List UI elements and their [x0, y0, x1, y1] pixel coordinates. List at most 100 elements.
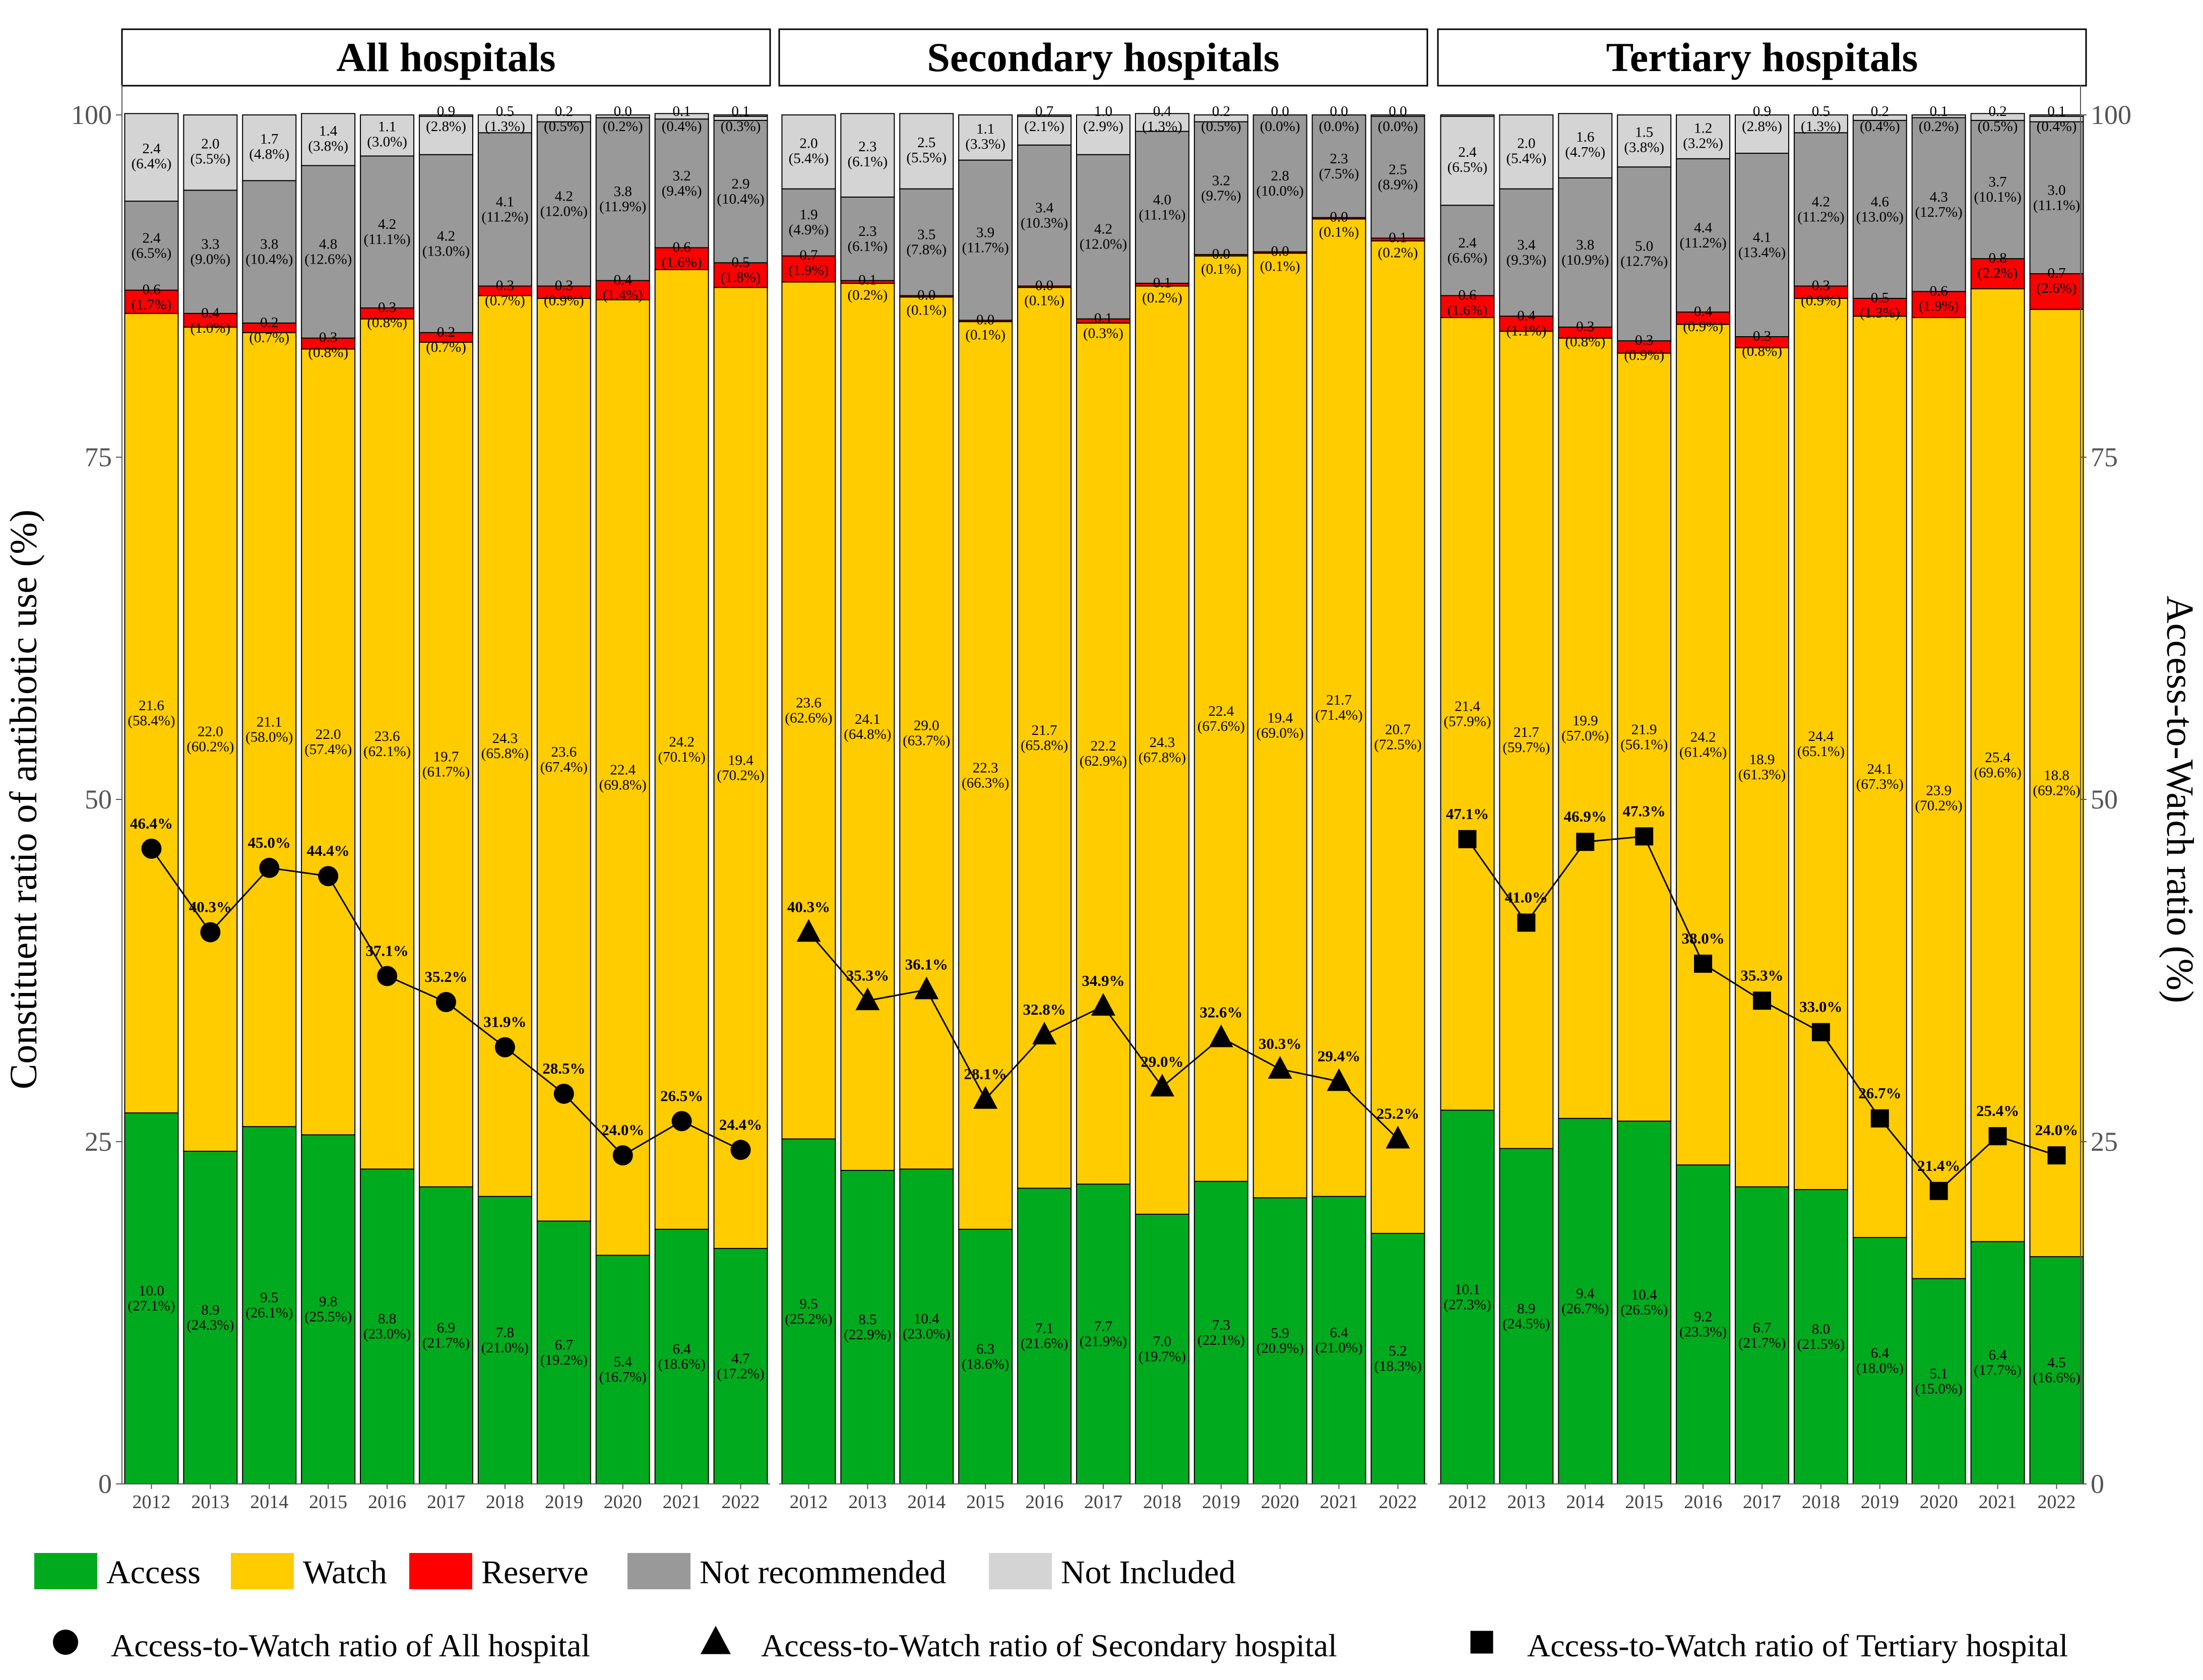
bar-not-included-2016	[360, 114, 415, 157]
label-not-recommended-2015: 3.9 (11.7%)	[962, 225, 1009, 256]
label-value: 1.2	[1694, 120, 1712, 136]
label-percent: (67.8%)	[1139, 750, 1186, 766]
label-percent: (26.1%)	[245, 1305, 293, 1321]
label-access-2017: 6.7 (21.7%)	[1738, 1320, 1786, 1351]
label-reserve-2017: 0.3 (0.8%)	[1742, 328, 1782, 359]
x-tick-label-2013: 2013	[848, 1491, 887, 1513]
bar-access-2016	[1017, 1188, 1072, 1484]
label-value: 0.2	[437, 324, 455, 340]
legend-swatch-reserve	[409, 1553, 472, 1589]
label-percent: (15.0%)	[1915, 1381, 1963, 1397]
bar-access-2019	[1193, 1180, 1248, 1484]
label-value: 21.7	[1326, 692, 1352, 708]
label-percent: (3.3%)	[965, 136, 1005, 152]
label-watch-2012: 21.4 (57.9%)	[1443, 698, 1491, 729]
label-percent: (0.3%)	[1083, 326, 1123, 342]
label-value: 3.7	[1989, 174, 2007, 190]
label-value: 0.0	[917, 287, 935, 303]
label-access-2018: 7.0 (19.7%)	[1139, 1333, 1186, 1364]
label-value: 21.1	[257, 714, 282, 730]
x-tick-label-2015: 2015	[966, 1491, 1004, 1513]
label-value: 3.0	[2047, 182, 2065, 198]
label-value: 4.7	[731, 1350, 749, 1366]
label-percent: (0.8%)	[1742, 343, 1782, 359]
label-access-2015: 9.8 (25.5%)	[304, 1294, 352, 1325]
label-not-included-2018: 0.5 (1.3%)	[1801, 103, 1841, 135]
label-value: 8.9	[1517, 1300, 1535, 1317]
label-percent: (11.7%)	[962, 240, 1009, 256]
bar-reserve-2012	[1440, 295, 1495, 318]
label-percent: (13.0%)	[1856, 209, 1904, 225]
bar-not-recommended-2017	[419, 154, 473, 333]
label-percent: (0.9%)	[1683, 319, 1723, 335]
label-percent: (0.1%)	[1319, 224, 1359, 240]
label-percent: (69.8%)	[599, 777, 647, 793]
bar-watch-2013	[1499, 331, 1554, 1149]
label-value: 3.8	[614, 183, 632, 200]
label-not-included-2013: 2.3 (6.1%)	[847, 139, 888, 170]
label-percent: (21.0%)	[481, 1340, 529, 1356]
label-not-included-2016: 1.2 (3.2%)	[1683, 120, 1723, 151]
label-not-included-2022: 0.1 (0.4%)	[2037, 103, 2077, 135]
label-value: 19.7	[433, 749, 459, 765]
ratio-marker-triangle-2022	[1386, 1126, 1410, 1149]
label-percent: (61.7%)	[422, 764, 470, 780]
bar-not-recommended-2022	[713, 119, 768, 264]
label-value: 2.4	[142, 141, 161, 157]
label-value: 2.4	[1458, 144, 1477, 160]
label-percent: (1.3%)	[485, 118, 525, 135]
label-reserve-2020: 0.0 (0.1%)	[1260, 243, 1300, 275]
label-not-included-2018: 0.5 (1.3%)	[485, 103, 525, 135]
x-tick-label-2019: 2019	[1861, 1491, 1899, 1513]
label-reserve-2019: 0.3 (0.9%)	[544, 278, 584, 309]
legend-swatch-not-recommended	[627, 1553, 690, 1589]
label-percent: (56.1%)	[1620, 736, 1668, 753]
bars	[124, 113, 768, 1485]
label-value: 24.2	[669, 734, 695, 750]
label-access-2012: 10.1 (27.3%)	[1443, 1281, 1491, 1313]
label-value: 0.5	[496, 103, 514, 119]
label-value: 7.3	[1212, 1317, 1230, 1333]
label-reserve-2022: 0.7 (2.6%)	[2037, 265, 2077, 296]
label-value: 0.4	[1694, 303, 1713, 320]
ratio-label-2021: 25.4%	[1976, 1102, 2019, 1119]
label-value: 0.0	[614, 103, 632, 119]
label-value: 0.2	[1871, 103, 1889, 119]
bar-access-2016	[1676, 1164, 1731, 1485]
label-value: 3.3	[201, 236, 219, 253]
label-percent: (62.6%)	[785, 710, 832, 726]
label-not-included-2014: 2.5 (5.5%)	[906, 135, 947, 166]
label-watch-2017: 22.2 (62.9%)	[1080, 738, 1127, 769]
bar-not-recommended-2017	[1076, 154, 1130, 320]
label-percent: (0.9%)	[1801, 293, 1841, 309]
label-value: 25.4	[1985, 750, 2010, 766]
label-value: 0.0	[1389, 103, 1407, 119]
label-percent: (69.0%)	[1256, 725, 1304, 741]
ratio-label-2014: 45.0%	[248, 834, 291, 851]
y-tick-label-left: 25	[85, 1127, 112, 1157]
label-reserve-2013: 0.4 (1.1%)	[1506, 307, 1546, 339]
bar-watch-2012	[1440, 317, 1495, 1111]
ratio-marker-triangle-2020	[1268, 1056, 1292, 1079]
label-not-included-2017: 0.9 (2.8%)	[1742, 103, 1782, 135]
bar-access-2014	[242, 1126, 297, 1484]
legend-swatch-not-included	[989, 1553, 1052, 1589]
bar-watch-2014	[1558, 337, 1613, 1119]
bar-not-included-2017	[1735, 114, 1789, 154]
ratio-marker-square-2016	[1694, 954, 1713, 973]
bar-watch-2021	[654, 269, 709, 1230]
bar-not-included-2017	[1076, 114, 1130, 155]
bar-not-recommended-2019	[1852, 119, 1907, 299]
bar-not-included-2012	[124, 113, 179, 202]
label-access-2016: 7.1 (21.6%)	[1021, 1321, 1068, 1352]
label-percent: (6.1%)	[847, 238, 888, 255]
label-watch-2013: 21.7 (59.7%)	[1502, 724, 1550, 756]
label-value: 24.3	[492, 730, 518, 746]
label-percent: (13.0%)	[422, 243, 470, 259]
label-percent: (6.6%)	[1447, 250, 1488, 266]
label-value: 24.1	[1867, 761, 1893, 777]
label-value: 0.3	[319, 330, 337, 346]
x-tick-label-2015: 2015	[1625, 1491, 1663, 1513]
bar-not-included-2018	[477, 114, 532, 134]
label-value: 8.0	[1812, 1321, 1830, 1337]
